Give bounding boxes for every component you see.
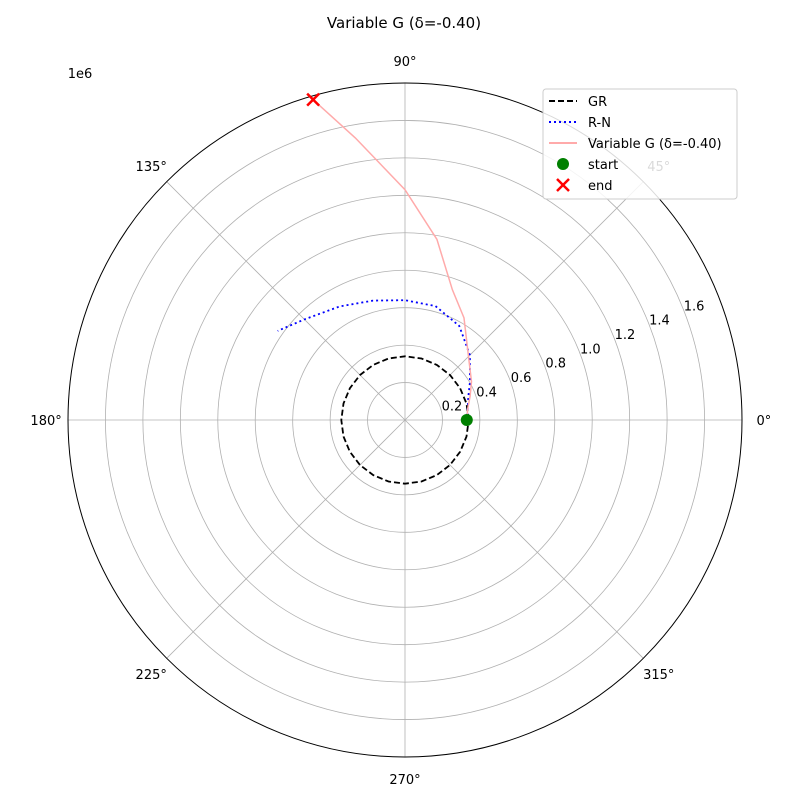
angular-gridline — [166, 181, 406, 421]
radial-tick-label: 1.0 — [580, 342, 601, 357]
angular-tick-label: 315° — [643, 668, 674, 683]
legend-label: R-N — [588, 116, 611, 131]
legend-entry: GR — [549, 95, 607, 110]
radial-scale-label: 1e6 — [68, 67, 93, 82]
legend-swatch — [557, 158, 569, 170]
radial-tick-label: 0.6 — [511, 371, 532, 386]
tick-layer: 0°45°90°135°180°225°270°315°0.20.40.60.8… — [30, 55, 771, 788]
legend-entry: start — [557, 158, 618, 173]
series-line-1 — [277, 299, 471, 421]
series-line-0 — [340, 355, 470, 485]
series-layer — [277, 99, 473, 485]
legend-label: start — [588, 158, 618, 173]
radial-tick-label: 0.8 — [545, 357, 566, 372]
legend-entry: end — [556, 178, 613, 194]
radial-tick-label: 1.2 — [615, 328, 636, 343]
legend-label: Variable G (δ=-0.40) — [588, 137, 722, 152]
marker-start — [460, 414, 473, 426]
angular-tick-label: 0° — [757, 414, 772, 429]
legend-label: GR — [588, 95, 607, 110]
chart-title: Variable G (δ=-0.40) — [327, 14, 481, 32]
angular-tick-label: 225° — [136, 668, 167, 683]
angular-tick-label: 90° — [393, 55, 416, 70]
angular-tick-label: 270° — [389, 773, 420, 788]
legend-entry: R-N — [549, 116, 611, 131]
polar-frame — [67, 82, 743, 758]
radial-tick-label: 1.4 — [649, 314, 670, 329]
radial-tick-label: 1.6 — [684, 299, 705, 314]
legend-entry: Variable G (δ=-0.40) — [549, 137, 722, 152]
marker-end — [306, 92, 321, 107]
angular-gridline — [166, 419, 406, 659]
marker-layer — [306, 92, 473, 426]
marker-x-stroke — [306, 92, 321, 107]
legend-label: end — [588, 179, 613, 194]
angular-tick-label: 135° — [136, 160, 167, 175]
radial-tick-label: 0.4 — [476, 385, 497, 400]
legend-frame — [542, 88, 738, 200]
angular-tick-label: 180° — [30, 414, 61, 429]
angular-gridline — [404, 181, 644, 421]
angular-gridline — [404, 419, 644, 659]
grid — [67, 82, 743, 758]
series-line-2 — [312, 99, 473, 421]
legend: GR R-N Variable G (δ=-0.40) start end — [542, 88, 738, 200]
legend-swatch — [556, 178, 570, 192]
radial-tick-label: 0.2 — [442, 400, 463, 415]
